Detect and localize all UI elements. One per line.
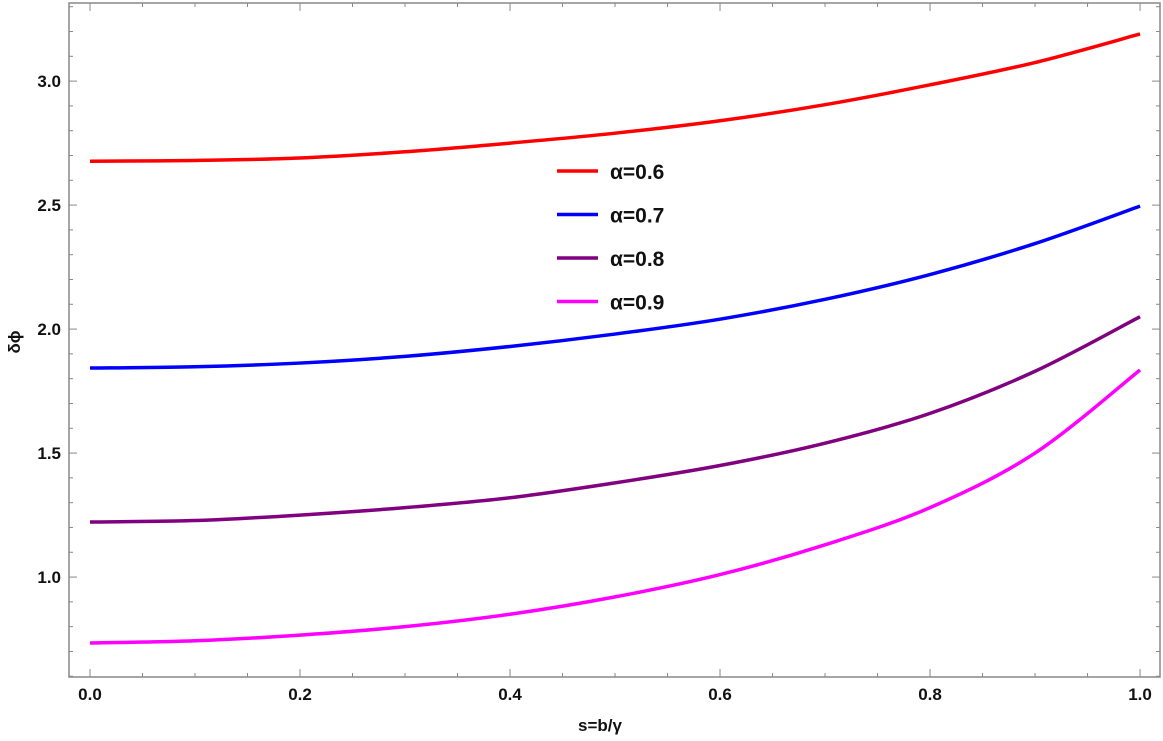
x-tick-label: 1.0 — [1128, 685, 1152, 704]
plot-border — [68, 2, 1161, 678]
y-tick-label: 1.0 — [37, 568, 61, 587]
legend-label: α=0.7 — [610, 205, 664, 228]
series-lines — [89, 32, 1142, 645]
x-tick-label: 0.6 — [708, 685, 732, 704]
legend-label: α=0.6 — [610, 161, 664, 184]
series-line-08 — [89, 315, 1141, 524]
legend: α=0.6 α=0.7 α=0.8 α=0.9 — [557, 161, 665, 315]
x-tick-label: 0.0 — [78, 685, 102, 704]
legend-label: α=0.9 — [610, 292, 664, 315]
y-tick-label: 1.5 — [37, 444, 61, 463]
legend-label: α=0.8 — [610, 248, 665, 271]
x-tick-label: 0.8 — [918, 685, 942, 704]
x-tick-label: 0.4 — [498, 685, 522, 704]
x-tick-label: 0.2 — [288, 685, 312, 704]
y-tick-label: 2.0 — [37, 320, 61, 339]
series-line-06 — [89, 32, 1141, 163]
y-tick-label: 2.5 — [37, 196, 61, 215]
series-line-09 — [89, 368, 1142, 645]
axis-ticks: 0.0 0.2 0.4 0.6 0.8 1.0 1.0 1.5 2.0 2.5 3.0 — [37, 3, 1160, 704]
plot-frame — [68, 2, 1161, 678]
series-line-07 — [89, 204, 1141, 370]
x-axis-label: s=b/γ — [578, 716, 622, 735]
y-tick-label: 3.0 — [37, 72, 61, 91]
y-axis-label: δϕ — [5, 330, 24, 353]
